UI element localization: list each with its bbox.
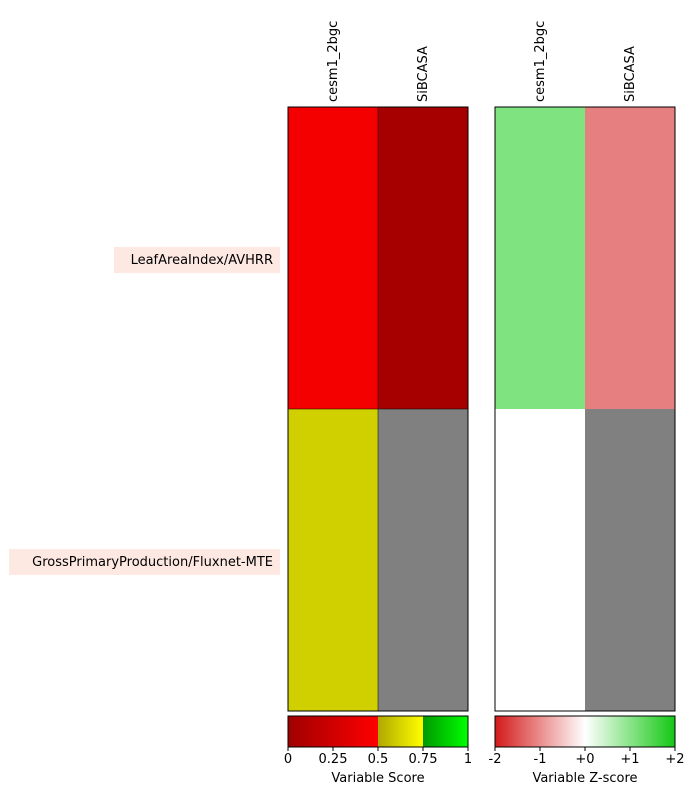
- row-label: LeafAreaIndex/AVHRR: [131, 253, 273, 268]
- tick-label: -2: [489, 752, 502, 767]
- column-label: cesm1_2bgc: [326, 21, 341, 102]
- tick-label: 0.5: [368, 752, 389, 767]
- zscore-cell: [495, 107, 585, 409]
- row-label-bg: [114, 247, 280, 273]
- zscore-cell: [585, 409, 675, 711]
- score-cell: [288, 409, 378, 711]
- colorbar-ticks: [287, 747, 469, 751]
- colorbar-segment: [288, 716, 378, 747]
- row-labels: LeafAreaIndex/AVHRR GrossPrimaryProducti…: [9, 247, 280, 575]
- tick-label: -1: [534, 752, 547, 767]
- colorbar-gradient: [495, 716, 675, 747]
- tick-label: 0: [284, 752, 292, 767]
- tick-label: 1: [464, 752, 472, 767]
- column-label: cesm1_2bgc: [533, 21, 548, 102]
- tick-label: 0.75: [409, 752, 438, 767]
- score-heatmap: cesm1_2bgc SiBCASA: [287, 21, 469, 712]
- score-heatmap-frame: [287, 106, 469, 712]
- zscore-heatmap-frame: [494, 106, 676, 712]
- colorbar-label: Variable Z-score: [532, 771, 637, 786]
- column-label: SiBCASA: [623, 46, 638, 102]
- tick-label: +0: [575, 752, 594, 767]
- tick-label: 0.25: [319, 752, 348, 767]
- column-label: SiBCASA: [416, 46, 431, 102]
- zscore-cell: [495, 409, 585, 711]
- colorbar-segment: [423, 716, 468, 747]
- zscore-heatmap: cesm1_2bgc SiBCASA: [494, 21, 676, 712]
- zscore-cell: [585, 107, 675, 409]
- tick-label: +1: [620, 752, 639, 767]
- row-label: GrossPrimaryProduction/Fluxnet-MTE: [32, 555, 273, 570]
- zscore-colorbar: -2 -1 +0 +1 +2 Variable Z-score: [489, 715, 685, 786]
- row-label-bg: [9, 549, 280, 575]
- score-cell: [378, 409, 468, 711]
- tick-label: +2: [665, 752, 684, 767]
- score-cell: [288, 107, 378, 409]
- score-cell: [378, 107, 468, 409]
- score-column-labels: cesm1_2bgc SiBCASA: [326, 21, 431, 102]
- score-colorbar: 0 0.25 0.5 0.75 1 Variable Score: [284, 715, 472, 786]
- colorbar-label: Variable Score: [331, 771, 424, 786]
- colorbar-segment: [378, 716, 423, 747]
- colorbar-ticks: [494, 747, 676, 751]
- zscore-column-labels: cesm1_2bgc SiBCASA: [533, 21, 638, 102]
